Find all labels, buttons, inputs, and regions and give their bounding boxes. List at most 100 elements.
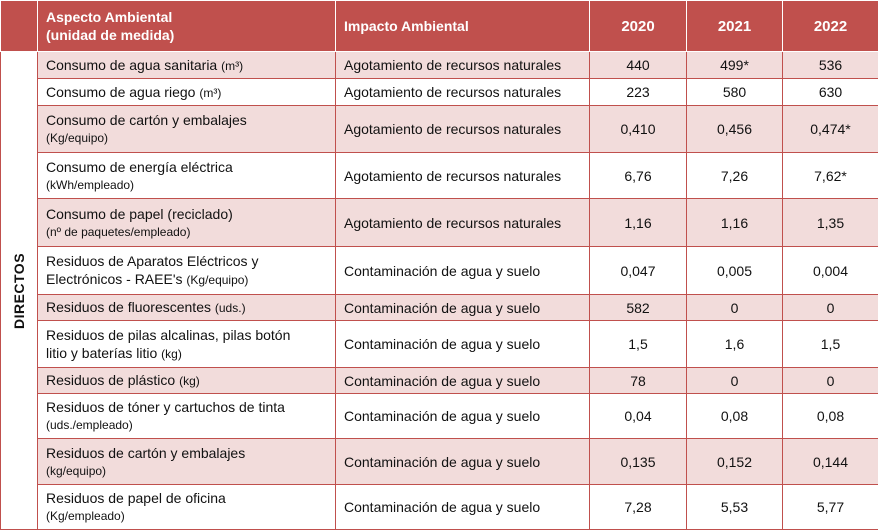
value-2021: 0 [686, 367, 783, 394]
aspect-name-cont: litio y baterías litio [46, 344, 158, 361]
table-row: Residuos de pilas alcalinas, pilas botón… [1, 320, 878, 368]
table-row: Consumo de cartón y embalajes (Kg/equipo)… [1, 105, 878, 153]
aspect-name: Residuos de tóner y cartuchos de tinta [46, 399, 285, 415]
value-2020: 1,5 [589, 320, 687, 368]
row-aspect: Residuos de papel de oficina (Kg/empleado… [37, 484, 336, 530]
aspect-name: Residuos de cartón y embalajes [46, 444, 246, 461]
row-impact: Contaminación de agua y suelo [335, 367, 590, 394]
aspect-unit: (m³) [199, 85, 222, 100]
value-2021: 1,6 [686, 320, 783, 368]
value-2022: 0 [782, 367, 878, 394]
value-2020: 78 [589, 367, 687, 394]
table-row: Residuos de tóner y cartuchos de tinta (u… [1, 393, 878, 439]
aspect-name: Residuos de Aparatos Eléctricos y [46, 253, 259, 269]
value-2021: 580 [686, 78, 783, 106]
row-aspect: Residuos de pilas alcalinas, pilas botón… [37, 320, 336, 368]
row-aspect: Residuos de tóner y cartuchos de tinta (u… [37, 393, 336, 439]
value-2020: 223 [589, 78, 687, 106]
aspect-unit: (Kg/equipo) [46, 131, 109, 145]
value-2022: 0,08 [782, 393, 878, 439]
aspect-unit: (kg) [179, 374, 200, 388]
row-aspect: Residuos de fluorescentes (uds.) [37, 294, 336, 321]
row-impact: Agotamiento de recursos naturales [335, 198, 590, 247]
row-aspect: Residuos de Aparatos Eléctricos y Electró… [37, 246, 336, 295]
aspect-name: Consumo de cartón y embalajes [46, 112, 247, 128]
header-year-2021: 2021 [686, 0, 783, 52]
aspect-name: Consumo de agua riego [46, 83, 196, 100]
aspect-unit: (Kg/equipo) [186, 273, 249, 287]
row-impact: Contaminación de agua y suelo [335, 246, 590, 295]
aspect-unit: (kg) [161, 346, 182, 361]
header-aspect-line1: Aspecto Ambiental [46, 9, 173, 25]
value-2021: 0,005 [686, 246, 783, 295]
value-2020: 7,28 [589, 484, 687, 530]
value-2022: 7,62* [782, 152, 878, 199]
row-impact: Agotamiento de recursos naturales [335, 105, 590, 153]
value-2022: 0,474* [782, 105, 878, 153]
table-row: Residuos de Aparatos Eléctricos y Electró… [1, 246, 878, 295]
aspect-name: Consumo de papel (reciclado) [46, 205, 233, 222]
value-2021: 0 [686, 294, 783, 321]
table-row: Consumo de energía eléctrica (kWh/emplead… [1, 152, 878, 199]
value-2022: 630 [782, 78, 878, 106]
row-impact: Contaminación de agua y suelo [335, 438, 590, 485]
row-impact: Contaminación de agua y suelo [335, 320, 590, 368]
table-row: Residuos de plástico (kg) Contaminación … [1, 367, 878, 394]
row-impact: Agotamiento de recursos naturales [335, 51, 590, 79]
group-label: DIRECTOS [11, 252, 27, 329]
value-2022: 5,77 [782, 484, 878, 530]
header-row: Aspecto Ambiental (unidad de medida) Imp… [0, 0, 878, 52]
value-2021: 0,456 [686, 105, 783, 153]
aspect-name: Consumo de agua sanitaria [46, 56, 218, 73]
aspect-name: Residuos de fluorescentes [46, 299, 211, 315]
value-2020: 1,16 [589, 198, 687, 247]
value-2021: 0,08 [686, 393, 783, 439]
value-2021: 1,16 [686, 198, 783, 247]
aspect-unit: (uds./empleado) [46, 418, 133, 432]
table-row: Consumo de papel (reciclado) (nº de paque… [1, 198, 878, 247]
row-impact: Contaminación de agua y suelo [335, 484, 590, 530]
row-aspect: Consumo de energía eléctrica (kWh/emplead… [37, 152, 336, 199]
value-2021: 5,53 [686, 484, 783, 530]
header-year-2022: 2022 [782, 0, 878, 52]
row-aspect: Residuos de cartón y embalajes (kg/equipo… [37, 438, 336, 485]
row-aspect: Consumo de cartón y embalajes (Kg/equipo) [37, 105, 336, 153]
table-row: DIRECTOS Consumo de agua sanitaria (m³) … [0, 51, 878, 530]
table-row: Residuos de cartón y embalajes (kg/equipo… [1, 438, 878, 485]
aspect-unit: (kWh/empleado) [46, 177, 135, 192]
aspect-unit: (nº de paquetes/empleado) [46, 224, 191, 239]
value-2022: 0 [782, 294, 878, 321]
aspect-unit: (m³) [221, 58, 244, 73]
row-aspect: Consumo de papel (reciclado) (nº de paque… [37, 198, 336, 247]
table-row: Residuos de fluorescentes (uds.) Contami… [1, 294, 878, 321]
row-impact: Contaminación de agua y suelo [335, 294, 590, 321]
value-2020: 440 [589, 51, 687, 79]
row-aspect: Residuos de plástico (kg) [37, 367, 336, 394]
value-2020: 0,135 [589, 438, 687, 485]
row-impact: Agotamiento de recursos naturales [335, 152, 590, 199]
aspect-name: Consumo de energía eléctrica [46, 158, 233, 175]
row-impact: Contaminación de agua y suelo [335, 393, 590, 439]
row-impact: Agotamiento de recursos naturales [335, 78, 590, 106]
header-aspect-line2: (unidad de medida) [46, 27, 175, 43]
value-2022: 1,35 [782, 198, 878, 247]
aspect-unit: (Kg/empleado) [46, 509, 125, 523]
row-aspect: Consumo de agua sanitaria (m³) [37, 51, 336, 79]
group-directos: DIRECTOS [0, 51, 38, 530]
value-2022: 536 [782, 51, 878, 79]
value-2021: 0,152 [686, 438, 783, 485]
value-2020: 0,04 [589, 393, 687, 439]
aspect-name: Residuos de plástico [46, 372, 176, 388]
header-spacer [0, 0, 38, 52]
row-aspect: Consumo de agua riego (m³) [37, 78, 336, 106]
aspect-unit: (kg/equipo) [46, 463, 107, 478]
value-2022: 0,144 [782, 438, 878, 485]
value-2021: 7,26 [686, 152, 783, 199]
aspect-name: Residuos de pilas alcalinas, pilas botón [46, 326, 291, 343]
header-impact: Impacto Ambiental [335, 0, 590, 52]
value-2020: 6,76 [589, 152, 687, 199]
aspect-unit: (uds.) [214, 301, 246, 315]
aspect-name-cont: Electrónicos - RAEE's [46, 271, 183, 287]
value-2021: 499* [686, 51, 783, 79]
